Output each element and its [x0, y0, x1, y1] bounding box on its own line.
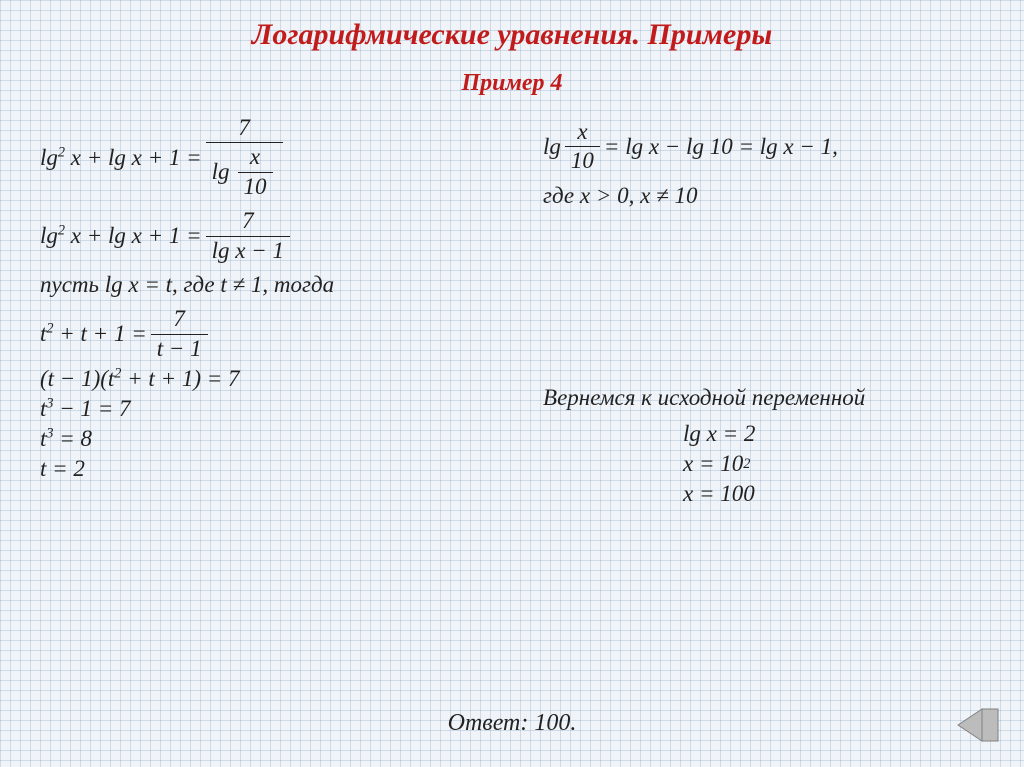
return-eq-2: x = 102 — [683, 451, 984, 477]
equation-7: t = 2 — [40, 456, 503, 482]
eq1-inner-fraction: x 10 — [238, 144, 273, 200]
return-equations: lg x = 2 x = 102 x = 100 — [543, 421, 984, 507]
eq6-text: t3 = 8 — [40, 426, 92, 452]
eq5-text: t3 − 1 = 7 — [40, 396, 131, 422]
equation-5: t3 − 1 = 7 — [40, 396, 503, 422]
substitution-text: пусть lg x = t, где t ≠ 1, тогда — [40, 272, 503, 298]
rw-lg: lg — [543, 134, 561, 160]
return-block: Вернемся к исходной переменной lg x = 2 … — [543, 385, 984, 507]
back-button[interactable] — [954, 705, 1002, 745]
r2-base: x = 10 — [683, 451, 743, 477]
rewrite-line: lg x 10 = lg x − lg 10 = lg x − 1, — [543, 119, 984, 175]
return-title: Вернемся к исходной переменной — [543, 385, 984, 411]
equation-2: lg2 x + lg x + 1 = 7 lg x − 1 — [40, 208, 503, 264]
back-arrow-icon — [954, 705, 1002, 745]
equation-3: t2 + t + 1 = 7 t − 1 — [40, 306, 503, 362]
rw-den: 10 — [565, 148, 600, 174]
eq4-text: (t − 1)(t2 + t + 1) = 7 — [40, 366, 240, 392]
eq1-fraction: 7 lg x 10 — [206, 115, 283, 200]
eq3-lhs: t2 + t + 1 = — [40, 321, 147, 347]
eq3-num: 7 — [167, 306, 191, 332]
fraction-bar — [151, 334, 208, 335]
eq2-num: 7 — [236, 208, 260, 234]
fraction-bar — [565, 146, 600, 147]
fraction-bar — [206, 236, 290, 237]
fraction-bar — [238, 172, 273, 173]
answer-text: Ответ: 100. — [0, 710, 1024, 737]
return-eq-3: x = 100 — [683, 481, 984, 507]
fraction-bar — [206, 142, 283, 143]
equation-4: (t − 1)(t2 + t + 1) = 7 — [40, 366, 503, 392]
eq2-den: lg x − 1 — [206, 238, 290, 264]
rw-fraction: x 10 — [565, 119, 600, 175]
eq1-lhs: lg2 x + lg x + 1 = — [40, 145, 202, 171]
eq1-inner-den: 10 — [238, 174, 273, 200]
eq1-num: 7 — [232, 115, 256, 141]
domain-text: где x > 0, x ≠ 10 — [543, 183, 984, 209]
rw-num: x — [571, 119, 593, 145]
rw-rhs: = lg x − lg 10 = lg x − 1, — [604, 134, 838, 160]
eq2-fraction: 7 lg x − 1 — [206, 208, 290, 264]
eq2-lhs: lg2 x + lg x + 1 = — [40, 223, 202, 249]
eq1-den: lg x 10 — [206, 144, 283, 200]
slide-content: Логарифмические уравнения. Примеры Приме… — [0, 0, 1024, 767]
return-eq-1: lg x = 2 — [683, 421, 984, 447]
equation-1: lg2 x + lg x + 1 = 7 lg x 10 — [40, 115, 503, 200]
page-subtitle: Пример 4 — [40, 70, 984, 97]
eq1-den-lg: lg — [212, 159, 230, 185]
eq3-den: t − 1 — [151, 336, 208, 362]
two-column-layout: lg2 x + lg x + 1 = 7 lg x 10 lg2 x — [40, 115, 984, 511]
page-title: Логарифмические уравнения. Примеры — [40, 18, 984, 52]
eq1-inner-num: x — [244, 144, 266, 170]
eq3-fraction: 7 t − 1 — [151, 306, 208, 362]
right-column: lg x 10 = lg x − lg 10 = lg x − 1, где x… — [543, 115, 984, 511]
left-column: lg2 x + lg x + 1 = 7 lg x 10 lg2 x — [40, 115, 503, 511]
equation-6: t3 = 8 — [40, 426, 503, 452]
